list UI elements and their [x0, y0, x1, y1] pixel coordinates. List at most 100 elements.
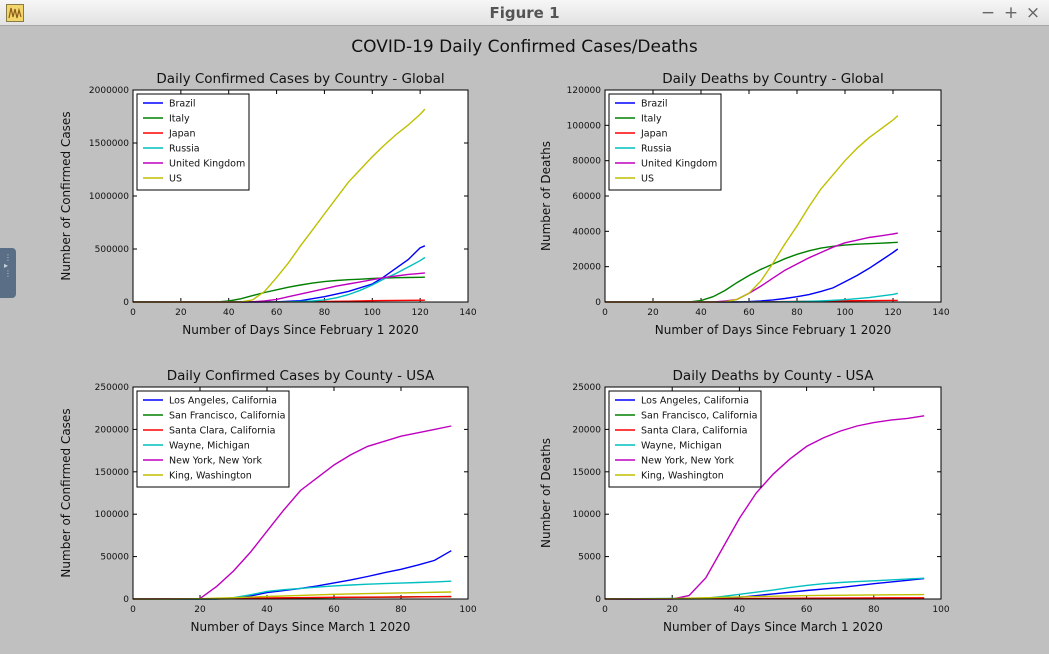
x-tick-label: 20 [666, 605, 678, 615]
series-line-san-francisco-california [604, 597, 925, 600]
plot-area [605, 90, 941, 302]
y-tick-label: 250000 [95, 383, 130, 393]
close-button[interactable]: × [1025, 3, 1041, 23]
legend-label: Italy [169, 114, 190, 125]
y-tick-label: 20000 [572, 425, 601, 435]
y-tick-label: 120000 [567, 86, 602, 96]
x-tick-label: 80 [395, 605, 407, 615]
legend-label: Brazil [169, 99, 196, 110]
legend-label: Santa Clara, California [641, 426, 747, 437]
x-tick-label: 100 [932, 605, 949, 615]
legend-label: San Francisco, California [169, 411, 285, 422]
x-tick-label: 100 [836, 308, 853, 318]
x-tick-label: 60 [801, 605, 813, 615]
series-line-us [605, 115, 899, 303]
y-tick-label: 40000 [572, 227, 601, 237]
series-line-japan [604, 299, 898, 303]
legend-label: New York, New York [641, 456, 735, 467]
y-tick-label: 5000 [578, 553, 601, 563]
series-line-brazil [133, 245, 426, 303]
series-line-russia [132, 256, 426, 303]
side-panel-handle[interactable]: ⋮ ▸ ⋮ [0, 248, 16, 298]
legend: Los Angeles, California San Francisco, Ca… [608, 390, 762, 488]
y-tick-label: 100000 [567, 121, 602, 131]
series-line-italy [605, 241, 898, 303]
x-tick-label: 40 [734, 605, 746, 615]
series-line-us [133, 108, 426, 303]
legend-label: United Kingdom [169, 159, 245, 170]
window-titlebar[interactable]: Figure 1 − + × [0, 0, 1049, 26]
y-tick-label: 0 [595, 298, 601, 308]
series-line-king-washington [133, 591, 452, 600]
plot-frame [604, 386, 942, 600]
legend: Brazil Italy Japan Russia United Kingdom US [608, 93, 722, 191]
x-tick-label: 60 [328, 605, 340, 615]
plot-area [605, 387, 941, 599]
series-line-los-angeles-california [604, 577, 925, 600]
series-line-san-francisco-california [132, 595, 452, 600]
x-axis-label: Number of Days Since March 1 2020 [663, 620, 883, 634]
legend-label: Santa Clara, California [169, 426, 275, 437]
x-tick-label: 60 [743, 308, 755, 318]
legend-label: Los Angeles, California [641, 396, 749, 407]
chart-title: Daily Confirmed Cases by County - USA [167, 368, 435, 384]
x-tick-label: 0 [130, 605, 136, 615]
legend-label: Italy [641, 114, 662, 125]
series-line-los-angeles-california [132, 550, 452, 600]
plot-frame [132, 89, 469, 303]
legend-label: US [641, 174, 654, 185]
maximize-button[interactable]: + [1003, 3, 1019, 23]
x-axis-label: Number of Days Since March 1 2020 [191, 620, 411, 634]
chart-title: Daily Deaths by Country - Global [662, 71, 884, 87]
x-tick-label: 60 [271, 308, 283, 318]
legend-box [608, 390, 762, 488]
y-tick-label: 60000 [572, 192, 601, 202]
y-tick-label: 50000 [100, 553, 129, 563]
x-tick-label: 80 [868, 605, 880, 615]
y-tick-label: 0 [123, 595, 129, 605]
window-title: Figure 1 [489, 4, 560, 22]
x-tick-label: 20 [175, 308, 187, 318]
legend-label: Wayne, Michigan [641, 441, 722, 452]
grip-dots-icon: ⋮ ▸ ⋮ [4, 253, 12, 278]
legend-box [608, 93, 722, 191]
matplotlib-app-icon [6, 4, 24, 22]
y-tick-label: 20000 [572, 263, 601, 273]
y-axis-label: Number of Deaths [539, 438, 553, 548]
y-tick-label: 100000 [95, 510, 130, 520]
series-line-king-washington [604, 593, 925, 600]
legend-label: King, Washington [169, 471, 252, 482]
minimize-button[interactable]: − [980, 3, 996, 23]
legend-label: King, Washington [641, 471, 724, 482]
series-line-new-york-new-york [132, 425, 452, 600]
legend-box [136, 93, 250, 191]
x-tick-label: 80 [319, 308, 331, 318]
x-tick-label: 40 [261, 605, 273, 615]
x-tick-label: 20 [194, 605, 206, 615]
legend-label: Japan [640, 129, 668, 140]
legend-label: US [169, 174, 182, 185]
x-axis-label: Number of Days Since February 1 2020 [182, 323, 419, 337]
legend-label: Russia [641, 144, 672, 155]
x-tick-label: 0 [602, 605, 608, 615]
legend-label: New York, New York [169, 456, 263, 467]
legend-label: Brazil [641, 99, 668, 110]
plot-area [133, 387, 468, 599]
plot-frame [132, 386, 469, 600]
x-tick-label: 40 [223, 308, 235, 318]
chart-title: Daily Confirmed Cases by Country - Globa… [156, 71, 444, 87]
legend-label: Los Angeles, California [169, 396, 277, 407]
y-tick-label: 10000 [572, 510, 601, 520]
chart-title: Daily Deaths by County - USA [673, 368, 875, 384]
y-tick-label: 500000 [95, 245, 130, 255]
y-tick-label: 15000 [572, 468, 601, 478]
series-line-brazil [605, 248, 899, 303]
series-line-united-kingdom [605, 232, 898, 303]
x-tick-label: 100 [459, 605, 476, 615]
legend-label: United Kingdom [641, 159, 717, 170]
plot-frame [604, 89, 942, 303]
x-tick-label: 120 [884, 308, 901, 318]
y-axis-label: Number of Deaths [539, 141, 553, 251]
y-tick-label: 2000000 [89, 86, 129, 96]
